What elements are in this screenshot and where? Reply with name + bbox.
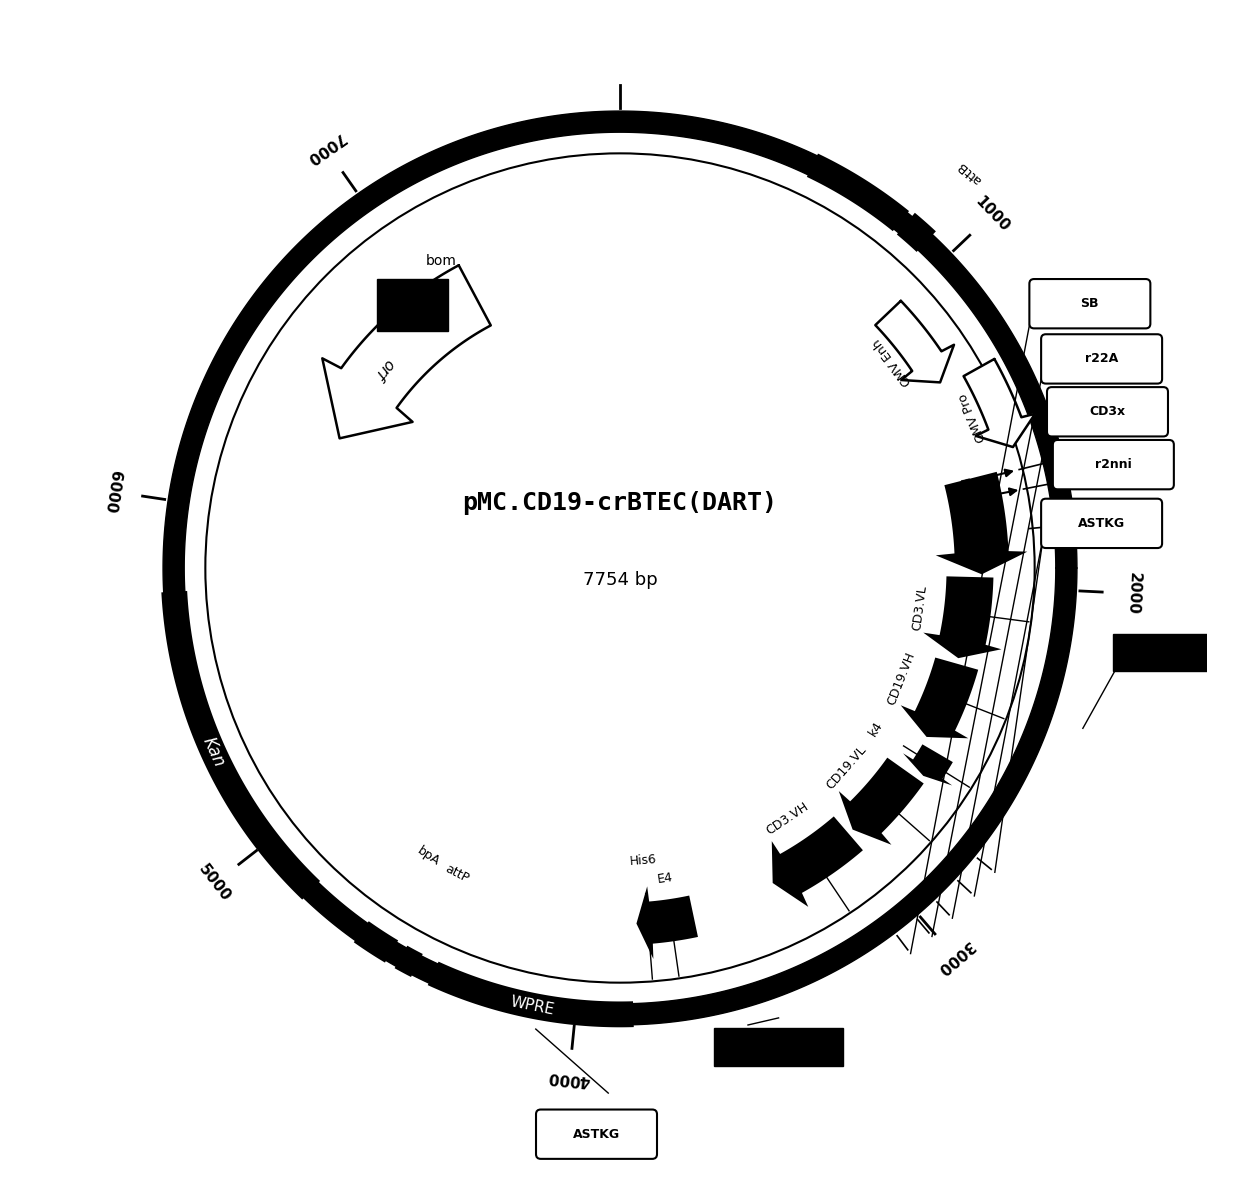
Text: ASTKG: ASTKG	[573, 1127, 620, 1140]
Text: 4000: 4000	[547, 1069, 590, 1088]
Polygon shape	[875, 300, 954, 382]
Polygon shape	[838, 757, 924, 845]
Polygon shape	[428, 962, 634, 1027]
Text: SB: SB	[1080, 297, 1099, 310]
FancyBboxPatch shape	[1042, 335, 1162, 383]
Text: CD3x: CD3x	[1090, 406, 1126, 419]
FancyBboxPatch shape	[536, 1110, 657, 1159]
Polygon shape	[903, 744, 952, 786]
Text: 5000: 5000	[196, 861, 233, 905]
Polygon shape	[636, 886, 698, 959]
Polygon shape	[936, 472, 1027, 574]
Text: CD19.VH: CD19.VH	[885, 649, 918, 706]
Text: 7754 bp: 7754 bp	[583, 570, 657, 589]
Text: kozak: kozak	[955, 517, 971, 554]
Text: bom: bom	[427, 253, 458, 267]
Text: pMC.CD19-crBTEC(DART): pMC.CD19-crBTEC(DART)	[463, 491, 777, 516]
Text: r22A: r22A	[1085, 353, 1118, 366]
Text: ASTKG: ASTKG	[1078, 517, 1125, 530]
Polygon shape	[161, 592, 320, 899]
Text: His6: His6	[629, 853, 657, 868]
FancyBboxPatch shape	[1053, 440, 1174, 490]
Text: CD3.VL: CD3.VL	[910, 584, 929, 631]
Polygon shape	[924, 576, 1002, 658]
Polygon shape	[394, 945, 423, 977]
FancyBboxPatch shape	[1042, 499, 1162, 548]
Text: k4: k4	[867, 718, 885, 738]
Polygon shape	[897, 213, 936, 252]
Bar	[377, 279, 448, 331]
Bar	[1114, 634, 1240, 672]
Text: r2nni: r2nni	[1095, 458, 1132, 471]
Text: E4: E4	[656, 871, 673, 886]
Polygon shape	[900, 658, 978, 738]
Text: 7000: 7000	[304, 129, 347, 166]
Polygon shape	[963, 358, 1035, 447]
Bar	[714, 1028, 843, 1066]
Polygon shape	[771, 816, 863, 907]
Text: Kan: Kan	[198, 735, 228, 770]
Text: 3000: 3000	[934, 938, 976, 977]
Text: bpA: bpA	[414, 845, 443, 868]
Text: CD19.VL: CD19.VL	[823, 743, 869, 793]
Text: 2000: 2000	[1125, 571, 1141, 615]
Text: orf: orf	[371, 356, 397, 382]
Polygon shape	[164, 111, 1078, 1024]
FancyBboxPatch shape	[1029, 279, 1151, 329]
Text: CMV Pro: CMV Pro	[956, 392, 988, 444]
Text: 6000: 6000	[102, 470, 123, 513]
Polygon shape	[807, 154, 909, 231]
Text: 1000: 1000	[972, 194, 1012, 234]
Text: attB: attB	[955, 159, 983, 187]
Text: CD3.VH: CD3.VH	[764, 800, 811, 838]
Text: WPRE: WPRE	[510, 994, 556, 1017]
FancyBboxPatch shape	[1047, 387, 1168, 437]
Text: SP: SP	[963, 490, 980, 508]
Text: CI: CI	[960, 474, 976, 490]
Text: CMV Enh: CMV Enh	[870, 336, 915, 388]
Polygon shape	[322, 265, 491, 439]
Polygon shape	[353, 922, 398, 963]
Text: attP: attP	[443, 862, 471, 886]
